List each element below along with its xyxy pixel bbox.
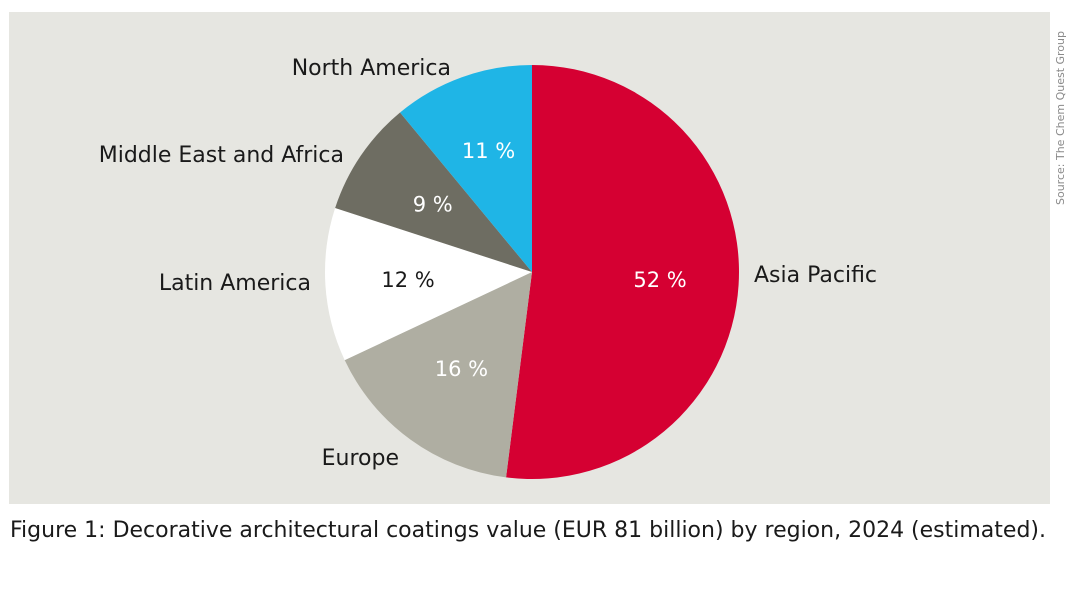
source-note: Source: The Chem Quest Group [1054, 31, 1067, 205]
pie-category-label: Asia Pacific [754, 263, 877, 288]
pie-category-label: Latin America [159, 271, 311, 296]
pie-slice-asia-pacific [506, 65, 740, 479]
pie-slice-middle-east-and-africa [335, 112, 532, 273]
pie-value-label: 9 % [413, 193, 453, 217]
pie-value-label: 16 % [435, 357, 488, 381]
chart-panel: 52 % Asia Pacific 16 % Europe 12 % Latin Amer… [9, 12, 1050, 504]
figure-caption: Figure 1: Decorative architectural coati… [10, 518, 1046, 543]
pie-category-label: Europe [322, 446, 399, 471]
pie-value-label: 12 % [381, 268, 434, 292]
pie-category-label: North America [292, 56, 451, 81]
pie-slice-latin-america [325, 208, 532, 361]
pie-slice-north-america [400, 65, 532, 272]
pie-slice-europe [344, 272, 532, 478]
pie-value-label: 52 % [633, 268, 686, 292]
pie-chart: 52 % Asia Pacific 16 % Europe 12 % Latin Amer… [99, 56, 877, 479]
pie-category-label: Middle East and Africa [99, 143, 344, 168]
pie-value-label: 11 % [462, 139, 515, 163]
